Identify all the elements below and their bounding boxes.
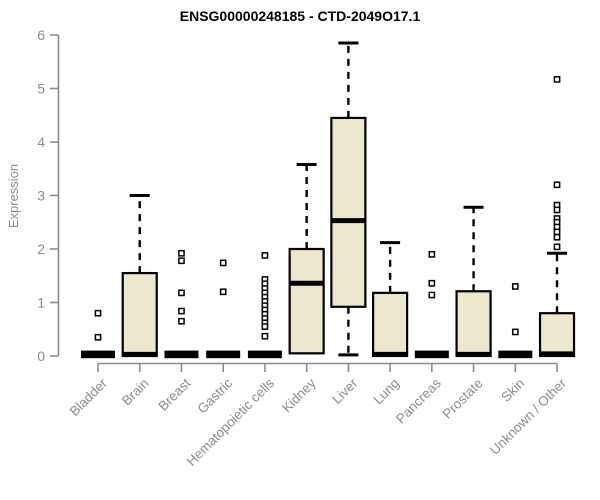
collapsed-box-gastric [206,350,241,359]
box-kidney [288,247,325,355]
outlier-point-gastric [219,259,227,267]
outlier-point-bladder [94,333,102,341]
x-category-label-brain: Brain [119,376,152,409]
outlier-point-pancreas [428,291,436,299]
outlier-point-unknown-other [553,243,561,251]
outlier-point-breast [178,249,185,257]
outlier-point-breast [178,289,185,297]
outlier-point-breast [178,317,185,325]
box-prostate [455,290,492,358]
box-brain [121,271,158,358]
outlier-point-skin [511,283,519,290]
box-lung [372,291,409,358]
outlier-point-bladder [94,309,102,317]
outlier-point-unknown-other [553,206,561,214]
outlier-point-hematopoietic-cells [261,323,269,330]
box-liver [330,116,367,308]
x-category-label-bladder: Bladder [67,375,111,419]
y-tick-label: 5 [37,81,45,97]
collapsed-box-bladder [81,350,115,359]
y-tick-label: 6 [37,27,45,43]
x-category-label-pancreas: Pancreas [393,375,444,426]
x-category-label-prostate: Prostate [440,376,486,422]
outlier-point-hematopoietic-cells [261,332,269,340]
y-tick-label: 1 [37,295,45,311]
outlier-point-unknown-other [553,181,561,189]
outlier-point-breast [178,257,185,265]
collapsed-box-breast [164,350,199,359]
outlier-point-pancreas [428,279,436,287]
x-category-label-kidney: Kidney [279,375,319,415]
outlier-point-pancreas [428,251,436,258]
x-category-label-liver: Liver [329,375,361,407]
outlier-point-skin [511,328,519,336]
y-tick-label: 2 [37,241,45,257]
x-category-label-lung: Lung [370,376,402,408]
collapsed-box-skin [498,350,533,359]
y-tick-label: 4 [37,134,45,150]
outlier-point-breast [178,307,185,315]
outlier-point-unknown-other [553,233,561,241]
x-category-label-breast: Breast [155,375,193,413]
outlier-point-unknown-other [553,76,561,83]
x-category-label-gastric: Gastric [194,375,235,416]
box-unknown-other [538,312,576,358]
collapsed-box-hematopoietic-cells [247,350,282,359]
x-category-label-skin: Skin [498,376,527,405]
outlier-point-unknown-other [553,228,561,236]
outlier-point-gastric [219,288,227,296]
x-category-label-unknown-other: Unknown / Other [487,375,570,458]
chart-title: ENSG00000248185 - CTD-2049O17.1 [179,8,421,24]
y-tick-label: 3 [37,188,45,204]
collapsed-box-pancreas [414,350,449,359]
y-tick-label: 0 [37,348,45,364]
outlier-point-hematopoietic-cells [261,252,269,259]
